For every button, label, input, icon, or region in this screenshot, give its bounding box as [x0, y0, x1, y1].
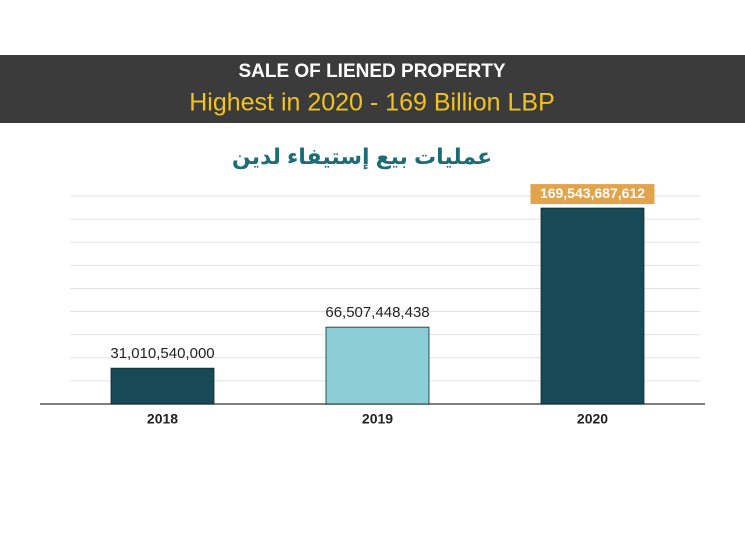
bar [110, 367, 215, 405]
header-band [0, 55, 745, 123]
value-label: 31,010,540,000 [110, 345, 214, 362]
chart-title: SALE OF LIENED PROPERTY [238, 61, 505, 82]
value-label: 169,543,687,612 [540, 185, 645, 201]
value-label-bg [530, 184, 655, 205]
arabic-title: عمليات بيع إستيفاء لدين [232, 144, 492, 170]
chart-subtitle: Highest in 2020 - 169 Billion LBP [189, 89, 555, 117]
x-tick-label: 2020 [577, 411, 608, 427]
x-tick-label: 2018 [147, 411, 178, 427]
value-label: 66,507,448,438 [325, 304, 429, 321]
bar [325, 326, 430, 405]
bar [540, 207, 645, 405]
x-tick-label: 2019 [362, 411, 393, 427]
